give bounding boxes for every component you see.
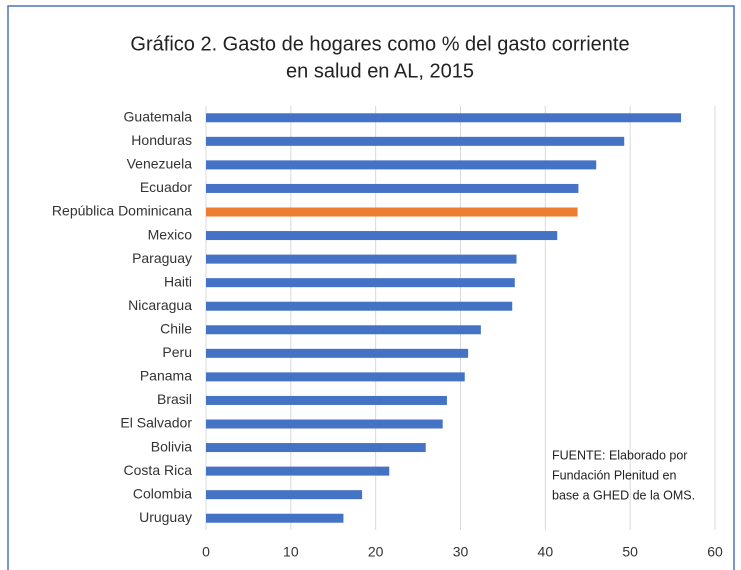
y-tick-label: Guatemala — [124, 108, 193, 124]
chart-title: en salud en AL, 2015 — [286, 60, 474, 82]
y-tick-label: Honduras — [131, 132, 192, 148]
bar — [206, 466, 390, 476]
y-tick-label: El Salvador — [120, 415, 192, 431]
bar — [206, 325, 481, 335]
y-tick-label: Nicaragua — [128, 297, 192, 313]
annotation: base a GHED de la OMS. — [552, 488, 695, 502]
bar — [206, 348, 469, 358]
bar — [206, 136, 625, 146]
bar — [206, 278, 515, 288]
bar — [206, 113, 682, 123]
y-tick-label: Haiti — [164, 273, 192, 289]
y-tick-label: Costa Rica — [124, 462, 193, 478]
annotation: Fundación Plenitud en — [552, 468, 676, 482]
bar — [206, 254, 517, 264]
y-tick-label: Venezuela — [127, 156, 193, 172]
x-tick-label: 50 — [622, 544, 638, 560]
y-tick-label: Chile — [160, 320, 192, 336]
frame — [7, 5, 735, 570]
bar — [206, 443, 426, 453]
x-tick-label: 10 — [283, 544, 299, 560]
y-tick-label: Panama — [140, 368, 192, 384]
y-tick-label: Ecuador — [140, 179, 192, 195]
chart-title: Gráfico 2. Gasto de hogares como % del g… — [130, 33, 629, 55]
annotation: FUENTE: Elaborado por — [552, 448, 687, 462]
x-tick-label: 20 — [368, 544, 384, 560]
bar — [206, 395, 447, 405]
y-tick-label: Colombia — [133, 485, 192, 501]
bar — [206, 372, 465, 382]
y-tick-label: Brasil — [157, 391, 192, 407]
x-tick-label: 40 — [538, 544, 554, 560]
y-tick-label: Peru — [162, 344, 192, 360]
y-tick-label: Bolivia — [151, 438, 192, 454]
x-tick-label: 0 — [202, 544, 210, 560]
x-tick-label: 60 — [707, 544, 723, 560]
y-tick-label: Mexico — [148, 226, 193, 242]
bar — [206, 207, 578, 217]
bar — [206, 490, 363, 500]
bar — [206, 513, 344, 523]
x-tick-label: 30 — [453, 544, 469, 560]
bar — [206, 231, 558, 241]
bar — [206, 160, 597, 170]
y-tick-label: Uruguay — [139, 509, 192, 525]
bar — [206, 183, 579, 193]
bar — [206, 301, 513, 311]
bar — [206, 419, 443, 429]
y-tick-label: Paraguay — [132, 250, 192, 266]
y-tick-label: República Dominicana — [52, 203, 192, 219]
